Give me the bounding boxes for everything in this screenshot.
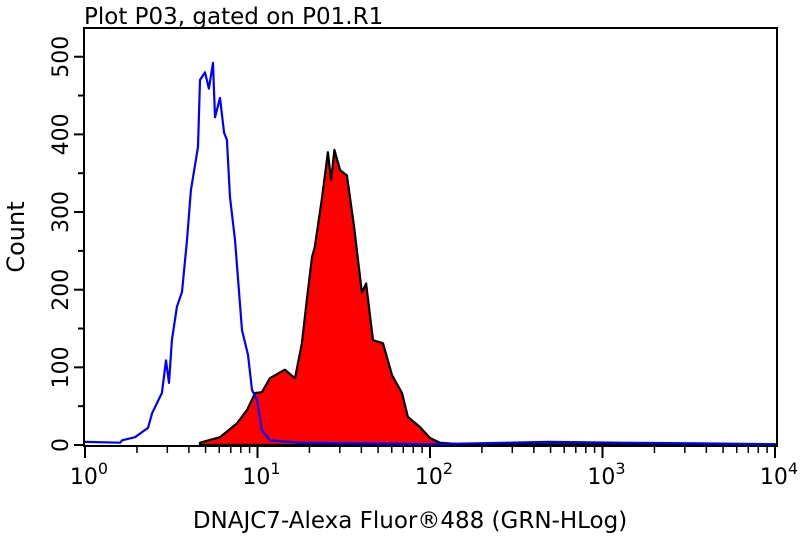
y-tick-label: 400 [49, 113, 74, 155]
y-tick-label: 0 [49, 438, 74, 452]
histogram-filled-series [198, 148, 777, 447]
y-tick-label: 500 [49, 36, 74, 78]
x-tick-base: 10 [587, 465, 615, 490]
x-tick-exponent: 3 [615, 459, 625, 478]
x-tick-exponent: 4 [788, 459, 798, 478]
y-axis-label: Count [2, 201, 30, 272]
x-tick-exponent: 1 [270, 459, 280, 478]
y-tick-label: 300 [49, 191, 74, 233]
x-tick-base: 10 [760, 465, 788, 490]
x-tick-label: 103 [587, 459, 625, 490]
x-tick-base: 10 [70, 465, 98, 490]
chart-title: Plot P03, gated on P01.R1 [84, 4, 383, 30]
x-tick-exponent: 0 [98, 459, 108, 478]
x-tick-label: 100 [70, 459, 108, 490]
x-tick-base: 10 [242, 465, 270, 490]
y-tick-label: 200 [49, 269, 74, 311]
x-tick-label: 101 [242, 459, 280, 490]
x-tick-exponent: 2 [443, 459, 453, 478]
x-tick-label: 102 [415, 459, 453, 490]
x-axis-label: DNAJC7-Alexa Fluor®488 (GRN-HLog) [193, 508, 627, 534]
histogram-outline-series [84, 61, 776, 446]
y-tick-label: 100 [49, 346, 74, 388]
x-tick-base: 10 [415, 465, 443, 490]
x-tick-label: 104 [760, 459, 798, 490]
